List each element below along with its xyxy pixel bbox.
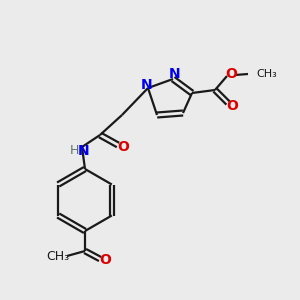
Text: O: O xyxy=(226,99,238,113)
Text: O: O xyxy=(99,253,111,267)
Text: N: N xyxy=(169,67,181,81)
Text: CH₃: CH₃ xyxy=(46,250,70,262)
Text: N: N xyxy=(141,78,153,92)
Text: N: N xyxy=(78,144,90,158)
Text: H: H xyxy=(69,145,79,158)
Text: O: O xyxy=(117,140,129,154)
Text: O: O xyxy=(225,67,237,81)
Text: CH₃: CH₃ xyxy=(256,69,277,79)
